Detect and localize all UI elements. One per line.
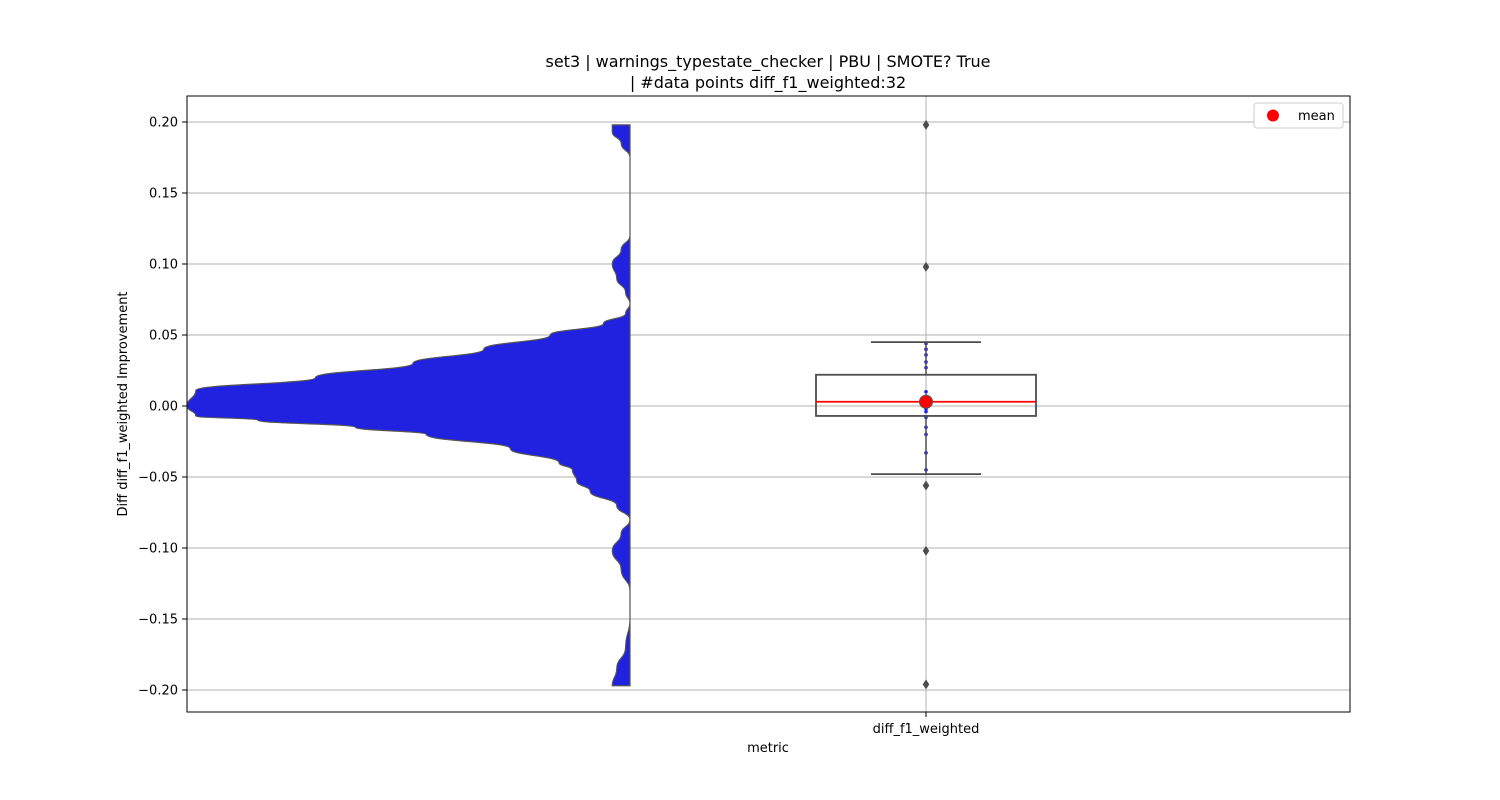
legend-box bbox=[1253, 102, 1344, 129]
x-axis: diff_f1_weighted bbox=[873, 712, 980, 737]
legend-mean-marker bbox=[1267, 109, 1279, 122]
outlier-point bbox=[922, 545, 930, 556]
y-tick-label: −0.05 bbox=[138, 471, 178, 486]
outlier-point bbox=[922, 679, 930, 690]
legend-mean-label: mean bbox=[1298, 109, 1335, 124]
y-tick-label: −0.10 bbox=[138, 542, 178, 557]
strip-point bbox=[924, 409, 928, 414]
outlier-point bbox=[922, 261, 930, 272]
chart-title-line2: | #data points diff_f1_weighted:32 bbox=[630, 73, 906, 93]
y-axis-label: Diff diff_f1_weighted Improvement bbox=[116, 291, 131, 516]
box-plot bbox=[815, 119, 1037, 690]
box-iqr bbox=[815, 373, 1037, 417]
x-axis-label: metric bbox=[747, 741, 789, 756]
y-tick-label: −0.20 bbox=[138, 684, 178, 699]
y-tick-label: 0.20 bbox=[149, 116, 178, 131]
y-tick-label: 0.15 bbox=[149, 187, 178, 202]
y-tick-label: 0.05 bbox=[149, 329, 178, 344]
strip-point bbox=[924, 390, 928, 394]
y-axis: 0.20 0.15 0.10 0.05 0.00 −0.05 −0.10 −0.15 −0.20 bbox=[138, 116, 187, 699]
y-tick-label: 0.00 bbox=[149, 400, 178, 415]
violin-body bbox=[186, 124, 631, 687]
y-tick-label: −0.15 bbox=[138, 613, 178, 628]
plot-frame bbox=[186, 95, 1351, 713]
outlier-point bbox=[922, 480, 930, 491]
legend: mean bbox=[1253, 102, 1344, 129]
outlier-point bbox=[922, 119, 930, 130]
chart-title-line1: set3 | warnings_typestate_checker | PBU … bbox=[545, 52, 990, 72]
y-tick-label: 0.10 bbox=[149, 258, 178, 273]
x-tick-label: diff_f1_weighted bbox=[873, 722, 980, 737]
mean-marker bbox=[919, 394, 933, 409]
violin-plot bbox=[186, 124, 631, 687]
